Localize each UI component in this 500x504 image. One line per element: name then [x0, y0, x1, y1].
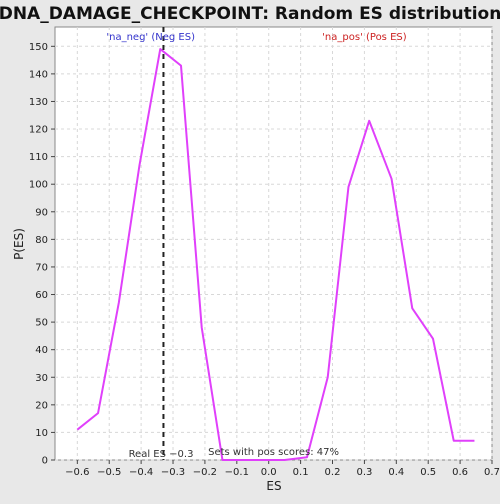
- y-tick-label: 30: [35, 373, 48, 384]
- y-tick-label: 40: [35, 345, 48, 356]
- chart-title: DNA_DAMAGE_CHECKPOINT: Random ES distrib…: [0, 4, 500, 24]
- x-tick-label: −0.3: [161, 467, 185, 478]
- x-tick-label: 0.5: [420, 467, 436, 478]
- y-tick-label: 70: [35, 262, 48, 273]
- axes-layer: −0.6 −0.5 −0.4 −0.3 −0.2 −0.1 0.0 0.1 0.2 0.3 0.4 0…: [29, 42, 500, 478]
- series-line: [76, 48, 475, 461]
- y-axis-label: P(ES): [12, 228, 26, 260]
- y-tick-label: 0: [42, 456, 48, 467]
- y-tick-label: 10: [35, 428, 48, 439]
- annotation-neg-es: 'na_neg' (Neg ES): [106, 32, 195, 43]
- grid-layer: [55, 27, 493, 461]
- series-layer: [76, 27, 475, 461]
- x-tick-label: 0.6: [452, 467, 468, 478]
- x-tick-label: 0.4: [388, 467, 404, 478]
- x-tick-label: 0.3: [356, 467, 372, 478]
- x-tick-label: −0.1: [225, 467, 249, 478]
- y-tick-label: 20: [35, 400, 48, 411]
- plot-area: [54, 26, 493, 461]
- x-tick-label: 0.2: [325, 467, 341, 478]
- y-tick-label: 150: [29, 42, 48, 53]
- x-tick-label: −0.4: [129, 467, 153, 478]
- y-tick-label: 50: [35, 318, 48, 329]
- y-tick-label: 60: [35, 290, 48, 301]
- annotation-real-es: Real ES −0.3: [129, 449, 194, 460]
- x-tick-label: 0.1: [293, 467, 309, 478]
- y-tick-label: 120: [29, 125, 48, 136]
- annotation-pos-scores: Sets with pos scores: 47%: [208, 447, 339, 458]
- x-tick-label: −0.6: [65, 467, 89, 478]
- y-tick-label: 110: [29, 152, 48, 163]
- y-tick-label: 80: [35, 235, 48, 246]
- annotation-pos-es: 'na_pos' (Pos ES): [322, 32, 407, 43]
- y-tick-label: 90: [35, 207, 48, 218]
- y-tick-label: 130: [29, 97, 48, 108]
- y-tick-label: 140: [29, 69, 48, 80]
- x-tick-label: 0.7: [484, 467, 500, 478]
- x-tick-label: −0.2: [193, 467, 217, 478]
- annotation-layer: 'na_neg' (Neg ES) 'na_pos' (Pos ES) Real…: [106, 32, 406, 460]
- x-tick-label: 0.0: [261, 467, 277, 478]
- y-tick-label: 100: [29, 180, 48, 191]
- x-tick-label: −0.5: [97, 467, 121, 478]
- x-axis-label: ES: [266, 479, 281, 493]
